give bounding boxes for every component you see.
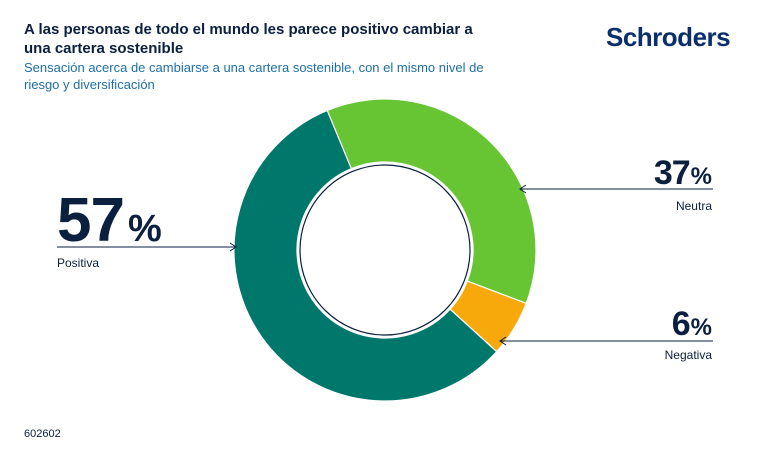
donut-slice-positiva [233,109,498,402]
footer-code: 602602 [24,428,61,440]
chart-title: A las personas de todo el mundo les pare… [24,21,473,57]
leader-arrow-neutra [519,184,527,194]
chart-subtitle: Sensación acerca de cambiarse a una cart… [24,60,484,92]
leader-arrow-negativa [499,336,507,346]
schroders-logo: Schroders [606,22,731,52]
donut-inner-ring [299,164,471,336]
category-label-positiva: Positiva [57,256,99,270]
category-label-neutra: Neutra [676,199,712,213]
data-label-positiva: 57% [57,186,162,255]
category-label-negativa: Negativa [665,348,713,362]
data-label-neutra: 37% [654,154,712,192]
donut-slice-neutra [326,98,537,305]
leader-arrow-positiva [229,242,237,252]
data-label-negativa: 6% [672,305,712,343]
